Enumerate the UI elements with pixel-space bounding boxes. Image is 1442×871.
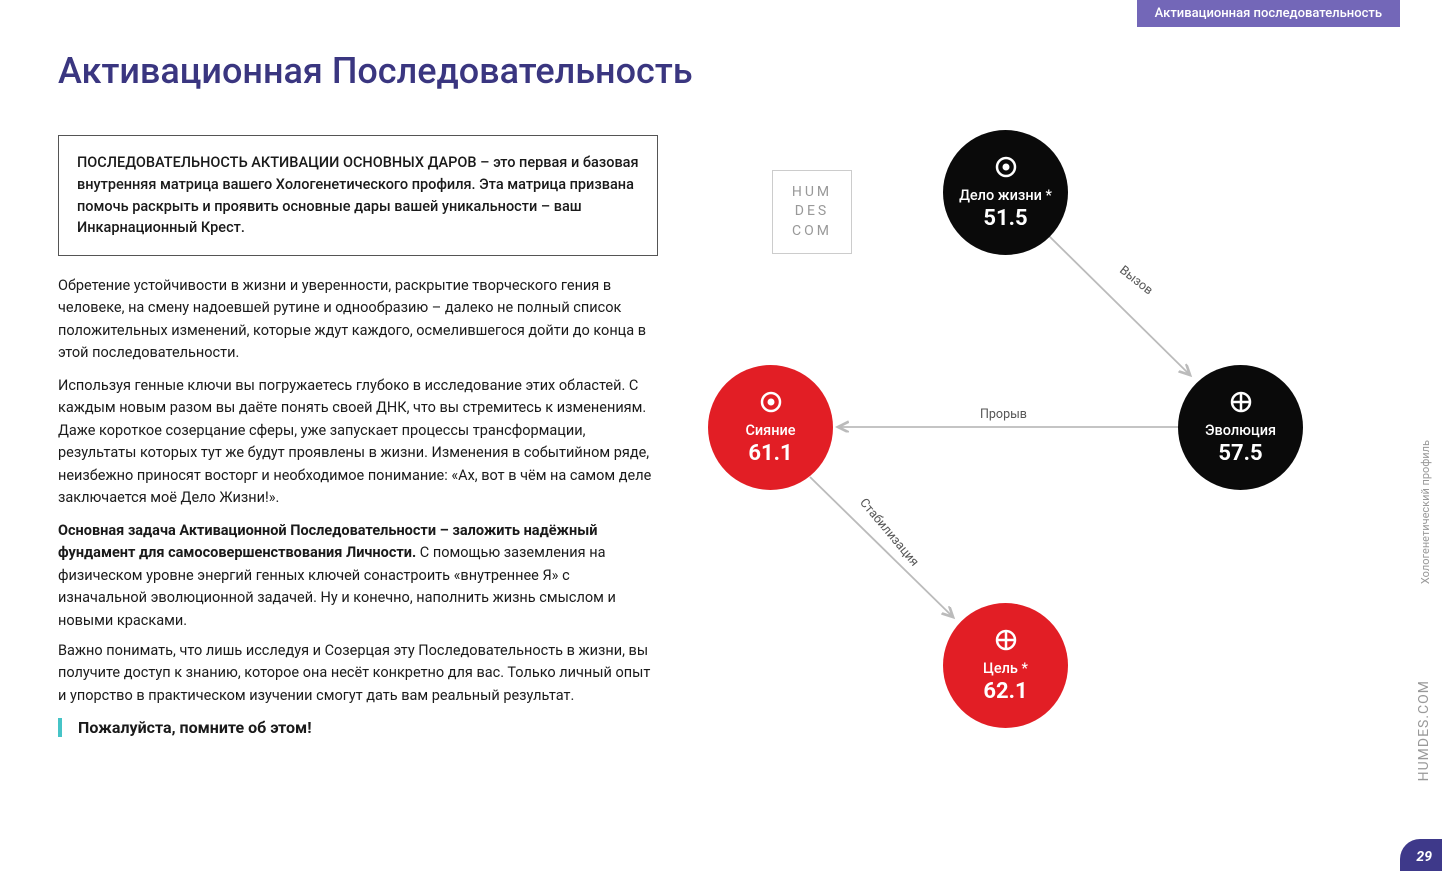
intro-text: ПОСЛЕДОВАТЕЛЬНОСТЬ АКТИВАЦИИ ОСНОВНЫХ ДА… [77, 152, 639, 239]
node-goal: Цель * 62.1 [943, 603, 1068, 728]
paragraph-1: Обретение устойчивости в жизни и уверенн… [58, 275, 658, 365]
sun-icon [994, 155, 1018, 185]
sidebar-brand: HUMDES.COM [1416, 680, 1432, 781]
page-number: 29 [1400, 839, 1442, 871]
sun-icon [759, 390, 783, 420]
reminder-callout: Пожалуйста, помните об этом! [58, 718, 312, 737]
edge-label: Стабилизация [856, 496, 921, 570]
sidebar-profile-label: Хологенетический профиль [1419, 440, 1432, 584]
node-radiance: Сияние 61.1 [708, 365, 833, 490]
edge-label: Прорыв [980, 407, 1027, 422]
activation-diagram: Дело жизни * 51.5 Эволюция 57.5 Сияние 61.1 Це… [700, 125, 1310, 735]
node-evolution: Эволюция 57.5 [1178, 365, 1303, 490]
paragraph-3: Основная задача Активационной Последоват… [58, 520, 658, 632]
node-life-work: Дело жизни * 51.5 [943, 130, 1068, 255]
page-title: Активационная Последовательность [58, 50, 693, 92]
node-value: 61.1 [748, 441, 792, 466]
node-value: 51.5 [983, 206, 1027, 231]
intro-box: ПОСЛЕДОВАТЕЛЬНОСТЬ АКТИВАЦИИ ОСНОВНЫХ ДА… [58, 135, 658, 256]
node-label: Эволюция [1205, 422, 1276, 439]
node-label: Цель * [983, 660, 1028, 677]
node-label: Сияние [745, 422, 795, 439]
edge-label: Вызов [1116, 263, 1155, 298]
header-tab: Активационная последовательность [1137, 0, 1400, 27]
node-value: 57.5 [1218, 441, 1262, 466]
paragraph-4: Важно понимать, что лишь исследуя и Созе… [58, 640, 658, 707]
node-value: 62.1 [983, 679, 1027, 704]
earth-icon [1229, 390, 1253, 420]
paragraph-2: Используя генные ключи вы погружаетесь г… [58, 375, 658, 510]
node-label: Дело жизни * [959, 187, 1052, 204]
earth-icon [994, 628, 1018, 658]
